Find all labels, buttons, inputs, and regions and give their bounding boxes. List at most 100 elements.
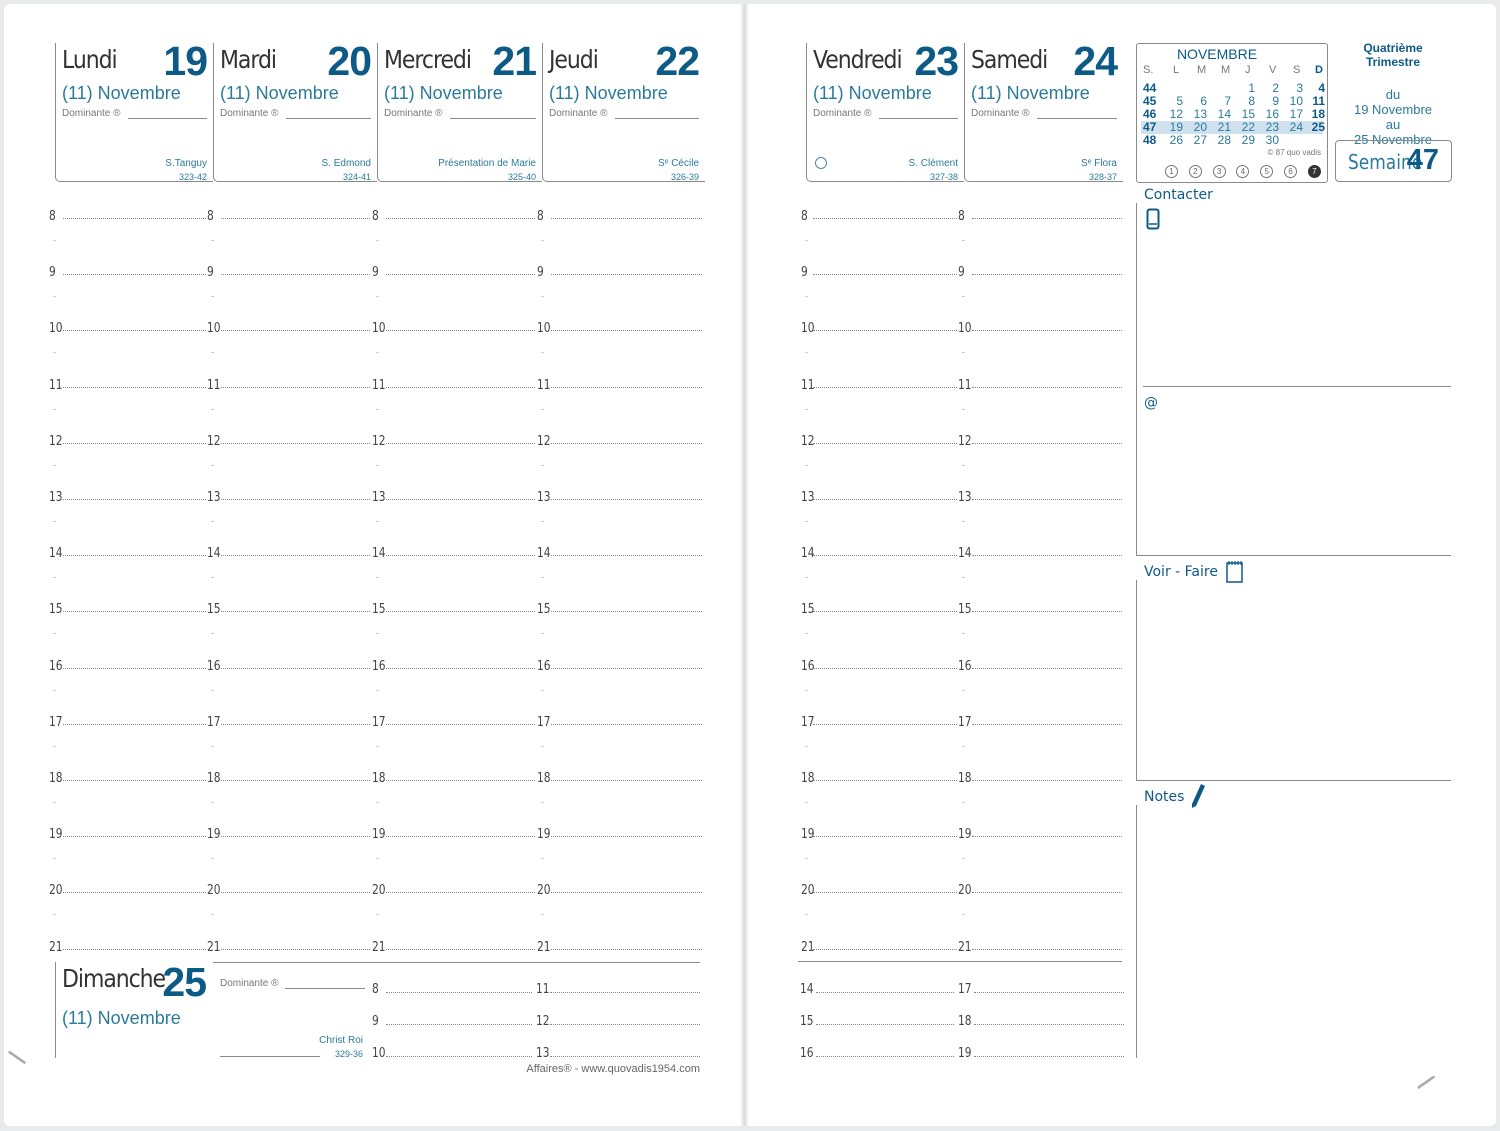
contacter-left-line: [1136, 203, 1137, 555]
hour-line: [813, 892, 957, 894]
sunday-number: 25: [162, 959, 207, 1005]
half-hour-mark: -: [211, 740, 214, 751]
slot-hour-label: 13: [536, 1046, 550, 1061]
slot-line: [816, 1056, 954, 1057]
trimestre-title: Quatrième Trimestre: [1363, 41, 1423, 69]
trimestre-au: au: [1385, 117, 1401, 132]
hour-label: 12: [958, 433, 972, 449]
day-month: (11) Novembre: [220, 83, 339, 103]
hour-line: [813, 780, 957, 781]
calendar-day: 25: [1311, 120, 1325, 134]
trimestre-from: 19 Novembre: [1353, 102, 1433, 117]
calendar-day: 14: [1217, 107, 1231, 121]
hour-label: 8: [958, 209, 965, 224]
hour-line: [551, 780, 702, 781]
moon-phase-icon: [815, 157, 827, 169]
hour-line: [972, 442, 1122, 444]
calendar-day: 8: [1248, 94, 1255, 108]
trimestre-to: 25 Novembre: [1353, 132, 1433, 147]
week-label: Semaine: [1348, 150, 1423, 174]
slot-hour-label: 9: [372, 1014, 379, 1029]
day-name: Mardi: [220, 45, 277, 74]
hour-label: 9: [372, 265, 379, 281]
half-hour-mark: -: [962, 684, 965, 695]
hour-label: 10: [49, 321, 63, 337]
hour-line: [551, 723, 702, 725]
slot-hour-label: 19: [958, 1046, 972, 1061]
hour-line: [551, 386, 702, 388]
hour-line: [221, 330, 370, 332]
dominante-label: Dominante ®: [384, 108, 443, 119]
hour-label: 18: [801, 771, 815, 786]
calendar-weekday-header: J: [1245, 64, 1251, 76]
hour-line: [972, 330, 1122, 332]
hour-line: [221, 948, 370, 950]
day-month: (11) Novembre: [549, 83, 668, 103]
half-hour-mark: -: [53, 347, 56, 358]
half-hour-mark: -: [376, 740, 379, 751]
hour-label: 19: [801, 827, 815, 843]
calendar-day: 12: [1169, 107, 1183, 121]
week-number: 44: [1143, 81, 1157, 95]
half-hour-mark: -: [211, 516, 214, 526]
voir-faire-title: Voir - Faire: [1144, 564, 1218, 580]
calendar-day: 11: [1312, 94, 1325, 108]
sunday-name: Dimanche: [62, 964, 166, 993]
half-hour-mark: -: [211, 572, 214, 583]
hour-label: 8: [801, 209, 808, 224]
day-month: (11) Novembre: [384, 83, 503, 103]
half-hour-mark: -: [376, 797, 379, 807]
hour-line: [386, 274, 535, 276]
calendar-day: 29: [1241, 133, 1255, 147]
day-month: (11) Novembre: [971, 83, 1090, 103]
hour-label: 11: [49, 377, 63, 393]
slot-line: [816, 992, 954, 993]
hour-line: [386, 611, 535, 613]
half-hour-mark: -: [53, 459, 56, 470]
hour-label: 13: [49, 490, 63, 505]
saint-name: Sᵉ Cécile: [658, 158, 699, 169]
half-hour-mark: -: [211, 909, 214, 920]
calendar-weekday-header: V: [1269, 64, 1277, 76]
half-hour-mark: -: [541, 291, 544, 302]
week-number: 47: [1143, 120, 1157, 134]
day-number: 23: [914, 38, 959, 84]
hour-label: 10: [537, 321, 551, 337]
calendar-day: 5: [1176, 94, 1183, 108]
voir-faire-left-line: [1136, 580, 1137, 780]
slot-hour-label: 12: [536, 1014, 550, 1029]
hour-label: 12: [537, 433, 551, 449]
hour-label: 17: [801, 714, 815, 730]
sunday-dominante-line: [285, 988, 365, 989]
hour-line: [813, 611, 957, 613]
trimestre-du: du: [1385, 87, 1401, 102]
hour-label: 14: [49, 546, 63, 562]
slot-hour-label: 18: [958, 1014, 972, 1029]
hour-label: 11: [958, 377, 972, 393]
hour-line: [221, 442, 370, 444]
calendar-day: 18: [1311, 107, 1325, 121]
saint-name: S. Clément: [908, 158, 958, 169]
half-hour-mark: -: [541, 684, 544, 695]
half-hour-mark: -: [211, 684, 214, 695]
week-number: 45: [1143, 94, 1157, 108]
hour-line: [63, 330, 206, 332]
hour-line: [551, 667, 702, 669]
half-hour-mark: -: [541, 797, 544, 807]
hour-label: 20: [801, 883, 815, 899]
hour-line: [551, 892, 702, 894]
slot-hour-label: 11: [536, 982, 550, 997]
hour-label: 19: [537, 827, 551, 843]
hour-line: [63, 611, 206, 613]
day-name: Samedi: [971, 45, 1048, 74]
hour-label: 15: [801, 602, 815, 618]
book-gutter: [741, 4, 748, 1126]
hour-line: [63, 836, 206, 838]
half-hour-mark: -: [541, 628, 544, 639]
hour-label: 14: [537, 546, 551, 562]
slot-hour-label: 17: [958, 982, 972, 997]
half-hour-mark: -: [211, 235, 214, 245]
half-hour-mark: -: [962, 909, 965, 920]
notes-left-line: [1136, 805, 1137, 1058]
slot-line: [974, 992, 1124, 993]
